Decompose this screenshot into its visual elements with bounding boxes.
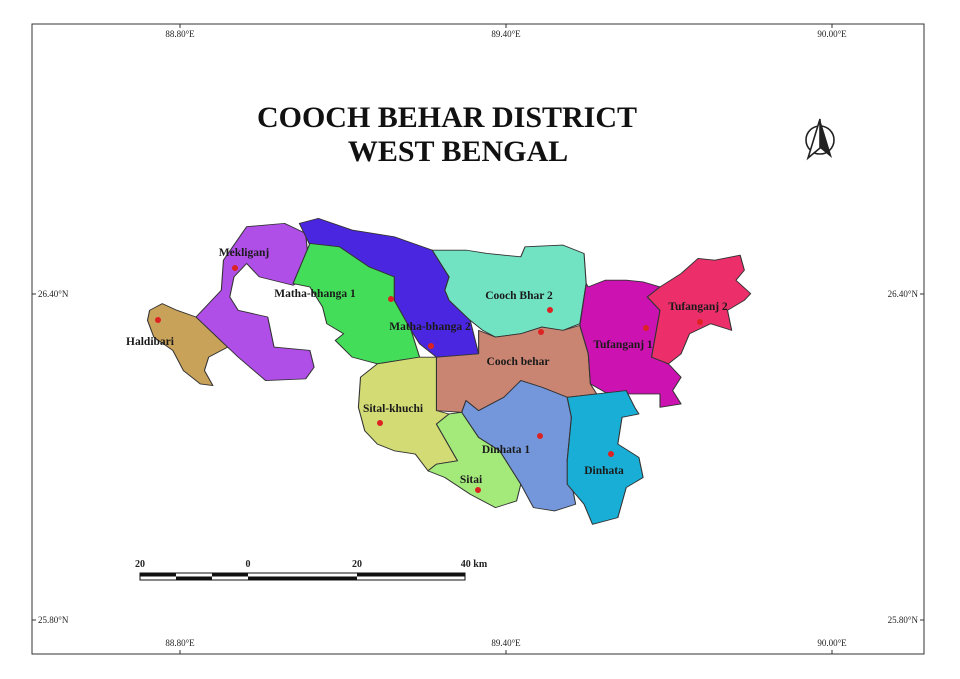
scale-bar — [139, 572, 466, 581]
district-label: Matha-bhanga 1 — [274, 288, 356, 300]
lon-label-bottom: 90.00°E — [817, 638, 847, 648]
centroid-dot-haldibari — [155, 317, 161, 323]
district-haldibari[interactable] — [146, 303, 229, 386]
centroid-dot-cooch-bhar-2 — [547, 307, 553, 313]
district-tufanganj-2[interactable] — [646, 254, 752, 365]
district-label: Mekliganj — [219, 247, 270, 259]
centroid-dot-tufanganj-1 — [643, 325, 649, 331]
district-label: Sitai — [460, 474, 483, 486]
district-label: Cooch Bhar 2 — [485, 290, 553, 302]
centroid-dot-tufanganj-2 — [697, 319, 703, 325]
lat-label-right: 25.80°N — [888, 615, 919, 625]
lon-label-top: 88.80°E — [165, 29, 195, 39]
district-mekliganj[interactable] — [195, 222, 315, 381]
district-dinhata[interactable] — [566, 390, 644, 525]
graticule-ticks — [32, 24, 924, 654]
lat-label-left: 26.40°N — [38, 289, 69, 299]
district-label: Dinhata — [584, 465, 624, 477]
map-subtitle: WEST BENGAL — [348, 135, 568, 168]
scale-label: 20 — [135, 559, 145, 570]
lon-label-bottom: 89.40°E — [491, 638, 521, 648]
centroid-dot-mekliganj — [232, 265, 238, 271]
lon-label-top: 89.40°E — [491, 29, 521, 39]
district-layer — [146, 217, 752, 525]
lat-label-right: 26.40°N — [888, 289, 919, 299]
district-label: Sital-khuchi — [363, 403, 424, 415]
north-arrow-icon — [805, 118, 835, 161]
centroid-dot-cooch-behar — [538, 329, 544, 335]
map-title: COOCH BEHAR DISTRICT — [257, 101, 637, 134]
centroid-dot-dinhata-1 — [537, 433, 543, 439]
district-label: Cooch behar — [487, 356, 550, 368]
centroid-dot-matha-bhanga-1 — [388, 296, 394, 302]
lon-label-top: 90.00°E — [817, 29, 847, 39]
centroid-dot-dinhata — [608, 451, 614, 457]
scale-label: 40 km — [461, 559, 488, 570]
scale-label: 20 — [352, 559, 362, 570]
district-label: Tufanganj 1 — [593, 339, 653, 351]
centroid-dot-sitai — [475, 487, 481, 493]
district-label: Dinhata 1 — [482, 444, 530, 456]
centroid-dot-sital-khuchi — [377, 420, 383, 426]
centroid-dot-matha-bhanga-2 — [428, 343, 434, 349]
district-label: Matha-bhanga 2 — [389, 321, 471, 333]
district-label: Haldibari — [126, 336, 175, 348]
map-frame — [31, 23, 925, 655]
district-tufanganj-1[interactable] — [579, 279, 682, 408]
centroid-layer — [155, 265, 703, 493]
district-label: Tufanganj 2 — [668, 301, 728, 313]
lat-label-left: 25.80°N — [38, 615, 69, 625]
scale-label: 0 — [246, 559, 251, 570]
lon-label-bottom: 88.80°E — [165, 638, 195, 648]
